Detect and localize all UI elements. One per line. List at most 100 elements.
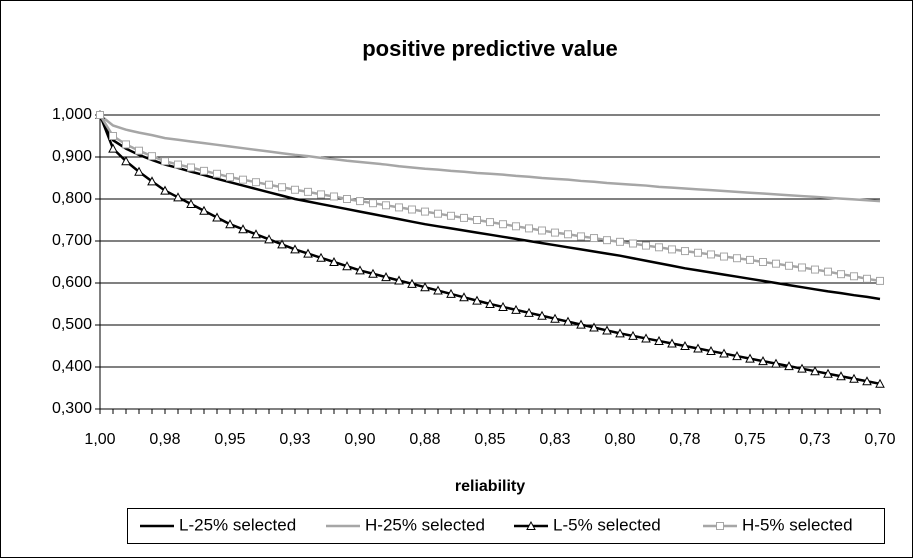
marker	[577, 232, 585, 241]
marker	[512, 222, 520, 231]
marker	[537, 310, 547, 320]
legend-label: H-25% selected	[365, 515, 485, 534]
marker	[862, 376, 872, 386]
marker	[303, 248, 313, 258]
marker	[733, 254, 741, 263]
marker	[693, 343, 703, 353]
legend: L-25% selected H-25% selected L-5% selecte…	[127, 508, 885, 544]
marker	[160, 185, 170, 195]
series	[96, 111, 884, 285]
marker	[538, 226, 546, 235]
x-tick-label: 0,73	[799, 431, 830, 448]
marker	[264, 234, 274, 244]
marker	[564, 230, 572, 239]
marker	[355, 265, 365, 275]
marker	[707, 250, 715, 259]
marker	[343, 195, 351, 203]
marker	[394, 275, 404, 285]
marker	[850, 272, 858, 281]
marker	[174, 160, 182, 169]
marker	[642, 241, 650, 250]
marker	[772, 259, 780, 268]
marker	[563, 316, 573, 326]
marker	[213, 169, 221, 178]
marker	[316, 252, 326, 262]
marker	[290, 244, 300, 254]
marker	[369, 199, 377, 208]
marker	[381, 272, 391, 282]
marker	[434, 209, 442, 218]
marker	[186, 198, 196, 209]
y-tick-label: 1,000	[52, 106, 92, 123]
marker	[654, 335, 664, 345]
marker	[746, 255, 754, 264]
marker	[797, 363, 807, 373]
marker	[603, 236, 611, 245]
x-tick-label: 1,00	[84, 431, 115, 448]
marker	[876, 276, 884, 285]
series-line	[98, 114, 881, 301]
x-tick-label: 0,75	[734, 431, 765, 448]
marker	[602, 325, 612, 335]
y-tick-label: 0,500	[52, 316, 92, 333]
marker	[356, 197, 364, 206]
marker	[680, 340, 690, 350]
marker	[447, 211, 455, 220]
x-tick-label: 0,98	[149, 431, 180, 448]
marker	[277, 239, 287, 249]
marker	[121, 156, 131, 166]
marker	[420, 282, 430, 292]
marker	[342, 261, 352, 271]
marker	[667, 338, 677, 348]
y-tick-label: 0,800	[52, 190, 92, 207]
marker	[317, 190, 325, 199]
marker	[395, 203, 403, 212]
marker	[291, 185, 299, 194]
marker	[526, 520, 536, 530]
marker	[472, 295, 482, 305]
marker	[785, 261, 793, 270]
marker	[200, 166, 208, 175]
marker	[694, 248, 702, 257]
marker	[108, 143, 118, 153]
y-tick-label: 0,900	[52, 148, 92, 165]
marker	[148, 152, 156, 161]
marker	[134, 166, 144, 176]
marker	[668, 245, 676, 254]
marker	[161, 157, 169, 166]
legend-label: L-25% selected	[179, 515, 296, 534]
marker	[550, 313, 560, 323]
legend-label: L-5% selected	[553, 515, 661, 534]
marker	[849, 373, 859, 383]
marker	[589, 322, 599, 332]
marker	[278, 183, 286, 192]
marker	[655, 243, 663, 252]
chart-title: positive predictive value	[362, 36, 618, 61]
y-tick-label: 0,700	[52, 232, 92, 249]
marker	[759, 258, 767, 266]
marker	[837, 270, 845, 279]
marker	[446, 288, 456, 298]
marker	[732, 351, 742, 361]
marker	[525, 224, 533, 233]
marker	[863, 274, 871, 283]
marker	[486, 218, 494, 227]
x-tick-label: 0,70	[864, 431, 895, 448]
marker	[720, 252, 728, 261]
x-tick-label: 0,83	[539, 431, 570, 448]
marker	[499, 220, 507, 229]
x-tick-label: 0,95	[214, 431, 245, 448]
marker	[109, 132, 117, 140]
series	[95, 109, 885, 388]
marker	[96, 111, 104, 119]
marker	[173, 192, 183, 202]
marker	[716, 522, 724, 530]
marker	[251, 229, 261, 239]
marker	[187, 163, 195, 172]
y-tick-label: 0,600	[52, 274, 92, 291]
marker	[551, 228, 559, 237]
x-tick-label: 0,88	[409, 431, 440, 448]
x-tick-label: 0,90	[344, 431, 375, 448]
marker	[304, 187, 312, 196]
